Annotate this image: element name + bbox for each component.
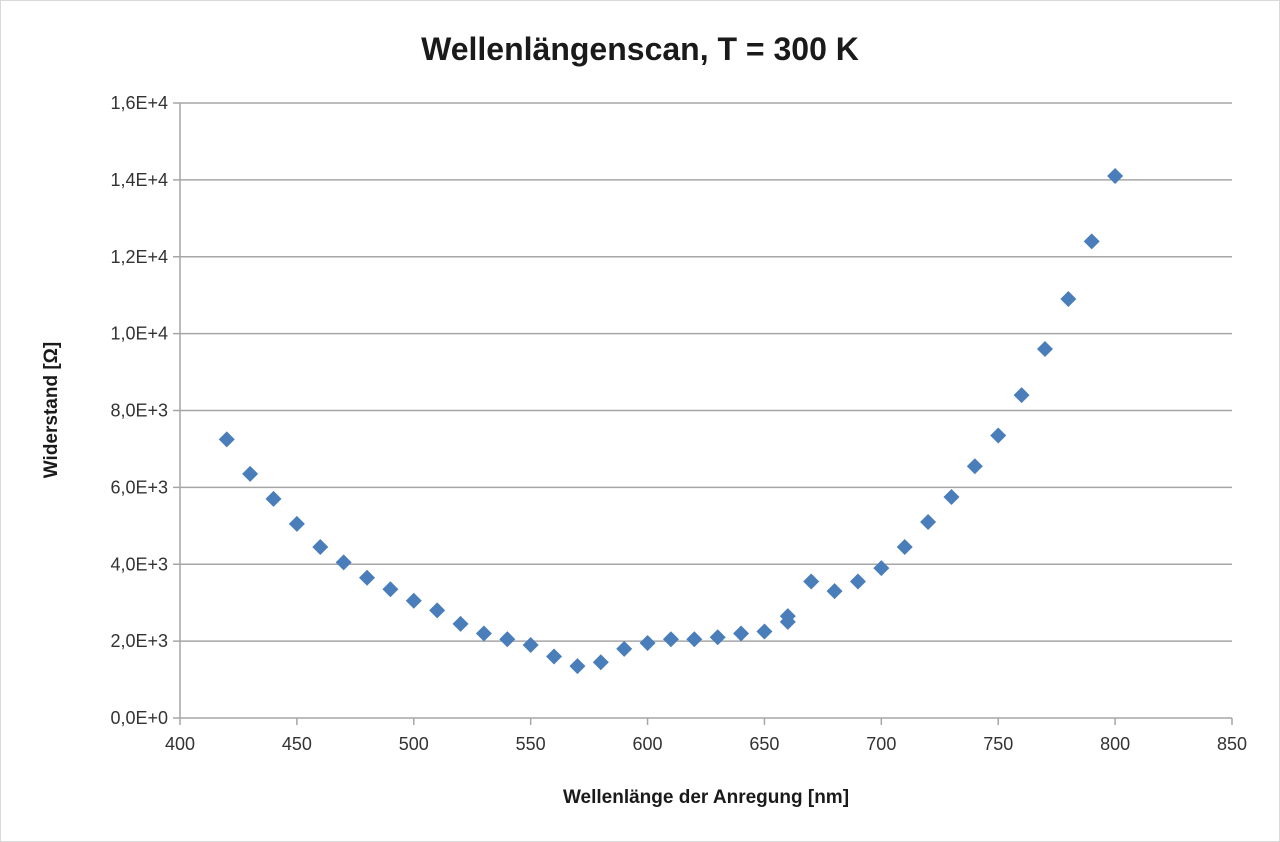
data-point (990, 427, 1007, 444)
data-point (405, 592, 422, 609)
data-point (218, 431, 235, 448)
y-tick-labels: 0,0E+0 2,0E+3 4,0E+3 6,0E+3 8,0E+3 1,0E+4 1,2E… (110, 93, 168, 728)
data-point (499, 631, 516, 648)
data-point (429, 602, 446, 619)
data-point (546, 648, 563, 665)
data-point (803, 573, 820, 590)
data-point (849, 573, 866, 590)
data-point (733, 625, 750, 642)
data-point (616, 640, 633, 657)
data-point (966, 458, 983, 475)
x-tick-label: 500 (399, 734, 429, 754)
y-tick-label: 4,0E+3 (110, 554, 168, 574)
data-point (756, 623, 773, 640)
chart-title: Wellenlängenscan, T = 300 K (421, 31, 859, 67)
x-axis-title: Wellenlänge der Anregung [nm] (563, 787, 849, 808)
y-tick-label: 1,4E+4 (110, 170, 168, 190)
x-tick-label: 450 (282, 734, 312, 754)
data-point (1060, 291, 1077, 308)
data-point (288, 515, 305, 532)
data-point (335, 554, 352, 571)
x-tick-label: 800 (1100, 734, 1130, 754)
y-axis-title: Widerstand [Ω] (41, 342, 62, 478)
data-point (1036, 341, 1053, 357)
y-tick-label: 0,0E+0 (110, 708, 168, 728)
x-tick-label: 700 (866, 734, 896, 754)
data-point (1083, 233, 1100, 250)
axes (173, 102, 1233, 725)
data-point (312, 538, 329, 555)
data-point (569, 658, 586, 675)
data-point (639, 635, 656, 652)
y-tick-label: 2,0E+3 (110, 631, 168, 651)
data-point (709, 629, 726, 646)
data-point (475, 625, 492, 642)
x-tick-label: 850 (1217, 734, 1247, 754)
data-point (873, 560, 890, 577)
data-point (826, 583, 843, 600)
data-point (452, 615, 469, 632)
y-tick-label: 1,2E+4 (110, 247, 168, 267)
x-tick-label: 550 (516, 734, 546, 754)
x-tick-labels: 400 450 500 550 600 650 700 750 800 850 (165, 734, 1247, 754)
data-point (242, 465, 259, 482)
data-point (592, 654, 609, 671)
data-point (920, 513, 937, 530)
x-tick-label: 650 (749, 734, 779, 754)
data-point (1107, 168, 1124, 185)
data-point (522, 636, 539, 653)
data-point (382, 581, 399, 598)
y-tick-label: 1,0E+4 (110, 324, 168, 344)
data-point (779, 608, 796, 625)
data-point (265, 490, 282, 507)
data-point (359, 569, 376, 586)
y-tick-label: 8,0E+3 (110, 401, 168, 421)
y-tick-label: 6,0E+3 (110, 477, 168, 497)
data-point (686, 631, 703, 648)
data-point (1013, 387, 1030, 404)
x-tick-label: 400 (165, 734, 195, 754)
x-tick-label: 750 (983, 734, 1013, 754)
data-point (896, 538, 913, 555)
data-point (662, 631, 679, 648)
y-tick-label: 1,6E+4 (110, 93, 168, 113)
gridlines (180, 102, 1232, 642)
data-points (218, 168, 1124, 675)
data-point (943, 488, 960, 505)
x-tick-label: 600 (633, 734, 663, 754)
